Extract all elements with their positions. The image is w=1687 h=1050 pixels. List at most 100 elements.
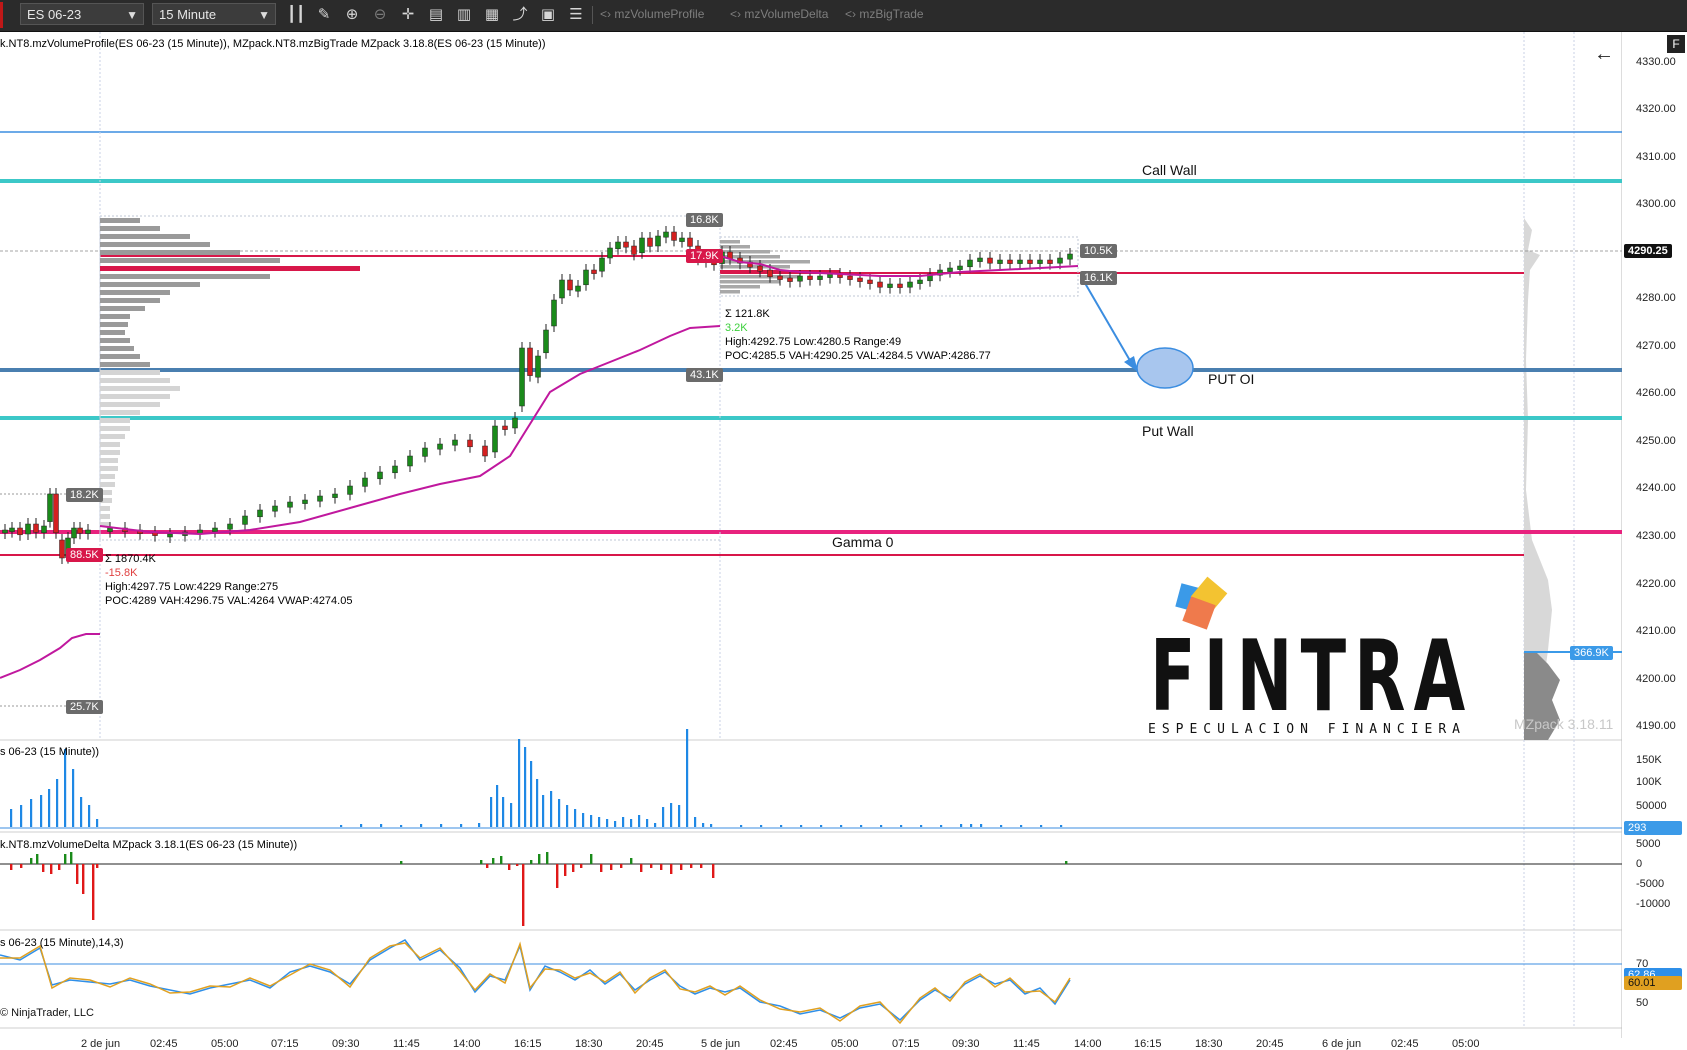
- arrow-left-icon[interactable]: ←: [1594, 43, 1614, 65]
- profile-bar: [100, 338, 130, 343]
- indicators-icon[interactable]: ⤴: [512, 6, 528, 23]
- crosshair-icon[interactable]: ✛: [401, 6, 415, 23]
- volume-bar: [940, 825, 943, 827]
- volume-tag: 25.7K: [66, 700, 103, 714]
- delta-bar: [556, 864, 559, 888]
- indicator-tab-big-trade[interactable]: <› mzBigTrade: [845, 7, 924, 21]
- chevron-down-icon: ▼: [126, 8, 138, 22]
- candle-body: [957, 265, 963, 270]
- profile-bar: [100, 298, 160, 303]
- price-axis-label: 4190.00: [1636, 720, 1676, 732]
- candle-body: [502, 425, 508, 430]
- candle-body: [977, 257, 983, 262]
- profile-bar: [100, 522, 110, 527]
- candle-body: [257, 509, 263, 518]
- volume-bar: [400, 825, 403, 827]
- pencil-icon[interactable]: ✎: [317, 6, 331, 23]
- candle-body: [671, 231, 677, 241]
- call-wall-label: Call Wall: [1142, 162, 1197, 178]
- volume-bar: [614, 821, 617, 827]
- volume-bar: [20, 805, 23, 827]
- volume-bar: [536, 779, 539, 827]
- bars-type-icon[interactable]: ┃┃: [286, 6, 306, 23]
- volume-bar: [582, 813, 585, 827]
- volume-bar: [440, 824, 443, 827]
- volume-bar: [574, 809, 577, 827]
- profile-bar: [100, 450, 120, 455]
- profile-bar: [100, 466, 118, 471]
- candle-body: [567, 279, 573, 291]
- profile-bar: [100, 234, 190, 239]
- candle-body: [212, 527, 218, 532]
- profile-bar: [100, 330, 125, 335]
- delta-bar: [96, 864, 99, 868]
- candle-body: [631, 245, 637, 255]
- chevron-down-icon: ▼: [258, 8, 270, 22]
- profile-bar: [720, 260, 810, 264]
- volume-last-tag: 293: [1624, 821, 1682, 835]
- price-chart[interactable]: [0, 32, 1622, 1038]
- candle-body: [77, 527, 83, 534]
- candle-body: [857, 277, 863, 282]
- properties-icon[interactable]: ▤: [428, 6, 444, 23]
- profile-bar: [720, 285, 760, 289]
- zoom-in-icon[interactable]: ⊕: [345, 6, 359, 23]
- volume-bar: [590, 815, 593, 827]
- time-axis-label: 18:30: [575, 1038, 603, 1050]
- profile-bar: [100, 402, 160, 407]
- delta-bar: [508, 864, 511, 870]
- profile-1-stats: Σ 1870.4K -15.8K High:4297.75 Low:4229 R…: [105, 552, 352, 608]
- time-axis-label: 18:30: [1195, 1038, 1223, 1050]
- delta-bar: [572, 864, 575, 872]
- volume-bar: [88, 805, 91, 827]
- candle-body: [9, 527, 15, 532]
- delta-bar: [640, 864, 643, 872]
- profile-bar: [100, 362, 150, 367]
- indicator-tab-volume-delta[interactable]: <› mzVolumeDelta: [730, 7, 829, 21]
- profile-bar: [100, 314, 130, 319]
- delta-bar: [50, 864, 53, 874]
- volume-tag: 88.5K: [66, 548, 103, 562]
- volume-bar: [72, 769, 75, 827]
- price-axis-label: 4200.00: [1636, 673, 1676, 685]
- candle-body: [302, 499, 308, 504]
- volume-bar: [820, 825, 823, 827]
- profile-bar: [720, 280, 780, 284]
- price-axis-label: 4270.00: [1636, 340, 1676, 352]
- time-axis-label: 20:45: [1256, 1038, 1284, 1050]
- volume-bar: [518, 739, 521, 827]
- templates-icon[interactable]: ▥: [456, 6, 472, 23]
- candle-body: [663, 231, 669, 238]
- data-box-icon[interactable]: ▣: [540, 6, 556, 23]
- volume-bar: [1040, 825, 1043, 827]
- profile-bar: [100, 290, 170, 295]
- time-axis-label: 20:45: [636, 1038, 664, 1050]
- candle-body: [227, 523, 233, 530]
- candle-body: [1067, 253, 1073, 260]
- delta-bar: [36, 854, 39, 864]
- candle-body: [422, 447, 428, 457]
- candle-body: [467, 439, 473, 448]
- candle-body: [452, 439, 458, 446]
- volume-tag: 18.2K: [66, 488, 103, 502]
- indicator-tab-volume-profile[interactable]: <› mzVolumeProfile: [600, 7, 705, 21]
- volume-bar: [1000, 825, 1003, 827]
- strategies-icon[interactable]: ▦: [484, 6, 500, 23]
- volume-bar: [630, 819, 633, 827]
- volume-bar: [606, 819, 609, 827]
- instrument-select[interactable]: ES 06-23 ▼: [20, 3, 144, 25]
- zoom-out-icon[interactable]: ⊖: [373, 6, 387, 23]
- profile-bar: [100, 354, 140, 359]
- price-axis-label: 4330.00: [1636, 56, 1676, 68]
- volume-bar: [566, 805, 569, 827]
- volume-axis-label: 50000: [1636, 800, 1667, 812]
- profile-bar: [100, 258, 280, 263]
- candle-body: [687, 237, 693, 247]
- f-button[interactable]: F: [1667, 35, 1685, 53]
- delta-bar: [76, 864, 79, 884]
- profile-bar: [100, 514, 110, 519]
- volume-tag: 43.1K: [686, 368, 723, 382]
- interval-select[interactable]: 15 Minute ▼: [152, 3, 276, 25]
- list-icon[interactable]: ☰: [569, 6, 583, 23]
- time-axis-label: 07:15: [271, 1038, 299, 1050]
